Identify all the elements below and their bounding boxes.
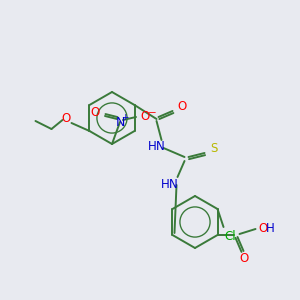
Text: H: H bbox=[161, 178, 170, 190]
Text: O: O bbox=[90, 106, 100, 118]
Text: +: + bbox=[121, 113, 129, 122]
Text: H: H bbox=[148, 140, 157, 152]
Text: H: H bbox=[266, 223, 275, 236]
Text: O: O bbox=[239, 253, 248, 266]
Text: N: N bbox=[156, 140, 165, 152]
Text: O: O bbox=[258, 223, 267, 236]
Text: N: N bbox=[169, 178, 178, 190]
Text: O: O bbox=[62, 112, 71, 125]
Text: S: S bbox=[210, 142, 217, 155]
Text: N: N bbox=[115, 116, 125, 128]
Text: Cl: Cl bbox=[225, 230, 236, 244]
Text: O: O bbox=[140, 110, 150, 124]
Text: −: − bbox=[148, 108, 156, 118]
Text: O: O bbox=[177, 100, 186, 112]
